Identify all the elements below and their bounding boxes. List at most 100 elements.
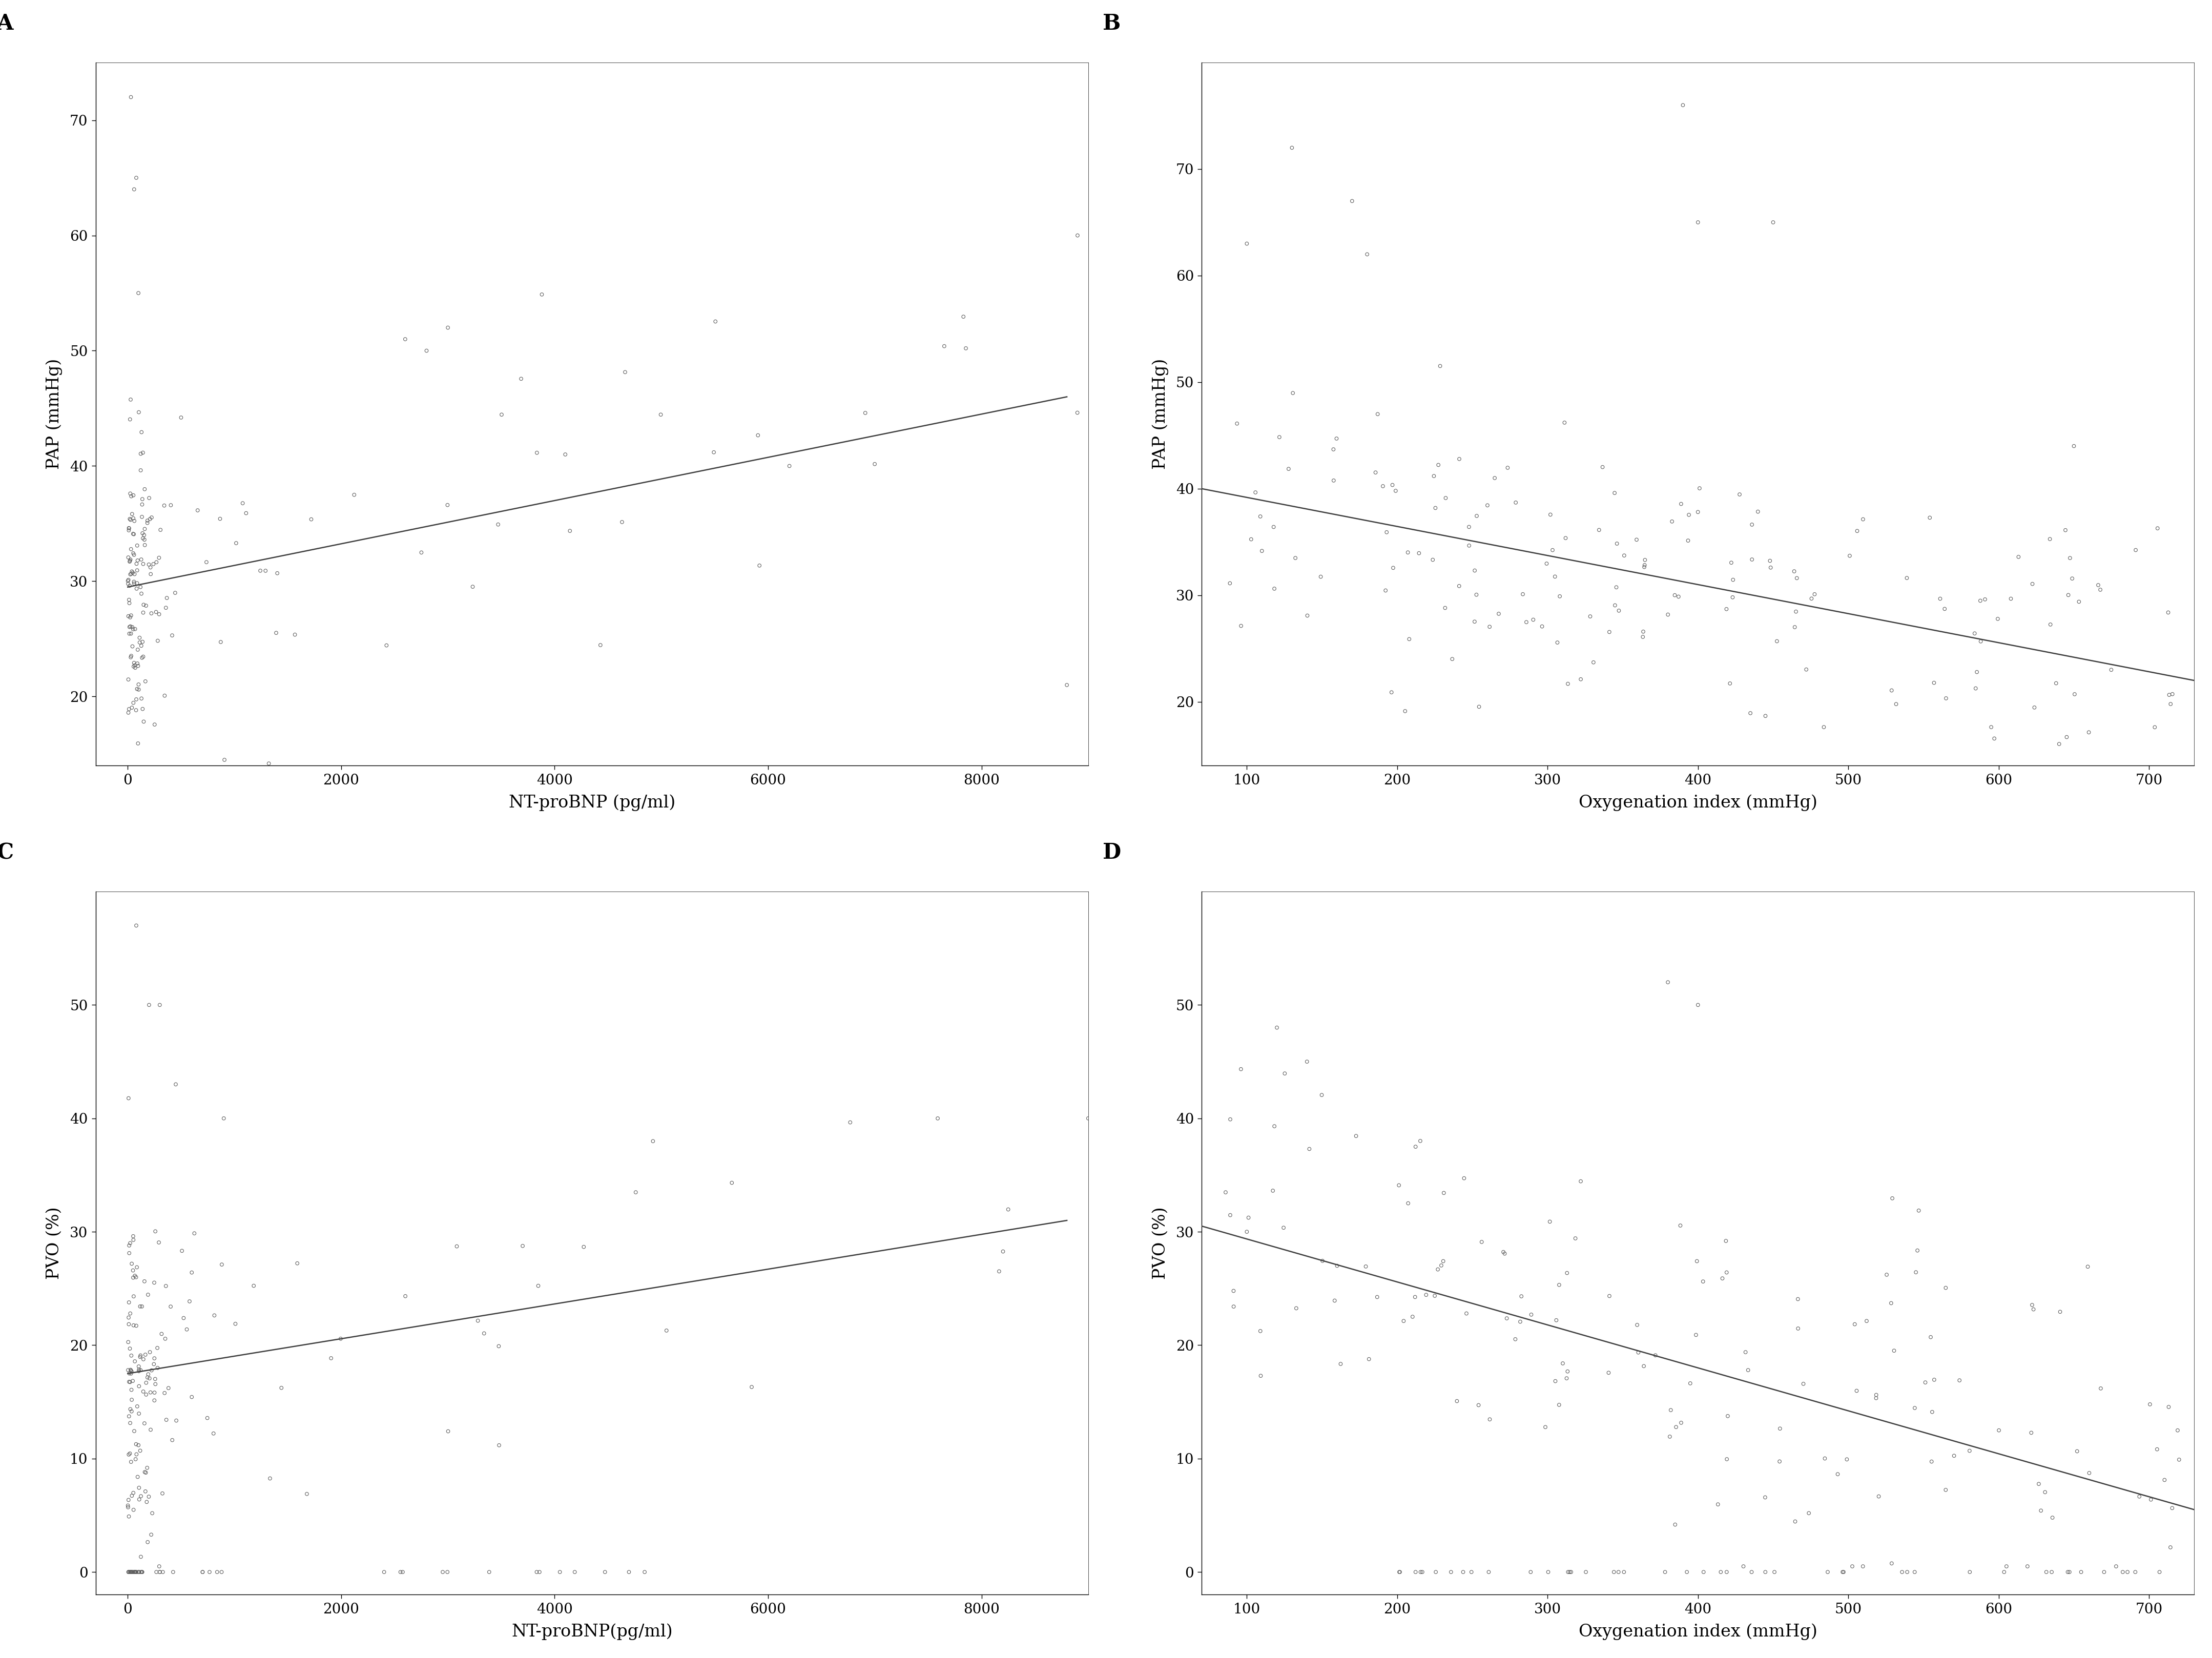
Point: [1597, 479, 1632, 506]
Point: [1471, 613, 1506, 640]
Point: [1416, 463, 1451, 489]
Point: [1834, 1554, 1869, 1580]
Point: [1794, 585, 1829, 612]
Point: [128, 1459, 164, 1486]
Point: [111, 516, 146, 542]
Point: [1418, 1559, 1453, 1585]
Point: [2121, 1484, 2157, 1510]
Point: [124, 580, 159, 607]
Point: [1486, 1239, 1522, 1265]
Point: [387, 327, 422, 353]
Point: [1223, 1056, 1259, 1083]
Point: [1416, 547, 1451, 574]
Point: [1387, 698, 1422, 725]
Point: [1482, 600, 1517, 627]
Point: [1533, 1209, 1568, 1235]
Point: [1858, 1384, 1893, 1411]
Point: [126, 550, 161, 577]
Point: [2099, 1554, 2135, 1580]
Point: [2059, 1437, 2095, 1464]
Point: [1829, 1446, 1865, 1472]
Point: [1778, 565, 1814, 592]
Point: [644, 401, 679, 428]
Point: [1427, 1180, 1462, 1207]
Text: A: A: [0, 13, 13, 35]
Point: [190, 1404, 226, 1431]
Point: [369, 632, 405, 658]
Point: [119, 1559, 155, 1585]
Point: [115, 506, 150, 532]
Point: [856, 451, 891, 478]
Point: [113, 506, 148, 532]
Point: [1626, 618, 1661, 645]
Point: [115, 653, 150, 680]
Point: [146, 683, 181, 710]
Point: [204, 1559, 239, 1585]
Point: [111, 1559, 146, 1585]
Point: [1807, 715, 1843, 741]
Point: [111, 1232, 146, 1258]
Point: [1661, 584, 1697, 610]
Point: [115, 1386, 150, 1413]
Point: [520, 1559, 555, 1585]
Point: [155, 622, 190, 648]
Point: [276, 622, 312, 648]
Point: [1650, 968, 1686, 995]
Point: [139, 599, 175, 625]
Point: [1573, 604, 1608, 630]
Point: [248, 557, 283, 584]
Point: [367, 1559, 403, 1585]
Point: [1358, 459, 1394, 486]
Point: [1869, 1262, 1905, 1288]
Point: [1367, 577, 1402, 604]
Point: [1710, 1258, 1745, 1285]
Point: [1913, 1449, 1949, 1476]
Y-axis label: PVO (%): PVO (%): [1152, 1207, 1168, 1280]
Point: [139, 1355, 175, 1381]
Point: [1234, 526, 1270, 552]
Point: [1334, 187, 1369, 214]
Point: [471, 1559, 507, 1585]
Point: [175, 1384, 210, 1411]
Point: [126, 708, 161, 734]
Point: [1681, 209, 1717, 235]
Point: [1960, 658, 1995, 685]
Point: [111, 1356, 146, 1383]
Point: [137, 1371, 173, 1398]
Point: [1360, 1283, 1396, 1310]
Point: [122, 1401, 157, 1428]
Point: [1551, 1358, 1586, 1384]
Point: [111, 1487, 146, 1514]
Point: [1279, 1295, 1314, 1321]
Point: [1752, 547, 1787, 574]
Point: [115, 541, 150, 567]
Point: [522, 1559, 557, 1585]
Point: [1349, 240, 1385, 267]
Point: [133, 1379, 168, 1406]
Point: [2062, 589, 2097, 615]
Point: [115, 613, 150, 640]
Point: [124, 441, 159, 468]
Y-axis label: PVO (%): PVO (%): [46, 1207, 62, 1280]
Point: [1398, 1134, 1433, 1161]
Point: [137, 1219, 173, 1245]
Point: [124, 1482, 159, 1509]
Point: [139, 549, 175, 575]
Point: [2161, 1446, 2197, 1472]
Point: [1352, 1346, 1387, 1373]
Point: [124, 1559, 159, 1585]
Point: [2022, 1471, 2057, 1497]
Point: [1316, 468, 1352, 494]
Point: [117, 778, 153, 804]
Point: [1575, 648, 1610, 675]
Point: [119, 686, 155, 713]
Point: [115, 1283, 150, 1310]
Point: [119, 696, 155, 723]
Point: [1267, 1059, 1303, 1086]
Point: [122, 625, 157, 652]
Point: [1425, 1248, 1460, 1275]
Point: [1672, 1370, 1708, 1396]
Point: [1747, 1484, 1783, 1510]
Point: [991, 1195, 1026, 1222]
Point: [2132, 1391, 2168, 1418]
